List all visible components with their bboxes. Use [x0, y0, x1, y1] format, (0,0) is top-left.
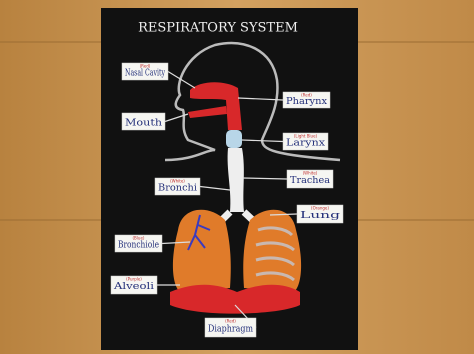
pointer-line [199, 185, 231, 191]
label-card [114, 234, 163, 253]
pointer-line [242, 177, 288, 180]
label-text: Pharynx [286, 97, 327, 107]
label-text: Bronchiole [118, 241, 159, 251]
trachea [227, 148, 244, 212]
color-note: (White) [170, 179, 185, 184]
pointer-line [237, 97, 284, 101]
label-card [282, 91, 331, 109]
color-note: (Red) [225, 319, 236, 324]
bronchioles [187, 214, 211, 251]
head-outline [164, 41, 341, 162]
labels: (Red)Nasal CavityMouth(Red)Pharynx(Light… [110, 62, 344, 338]
label-text: Larynx [286, 139, 325, 149]
ribs [255, 226, 295, 282]
pointer-line [161, 241, 191, 245]
label-text: Trachea [290, 176, 331, 186]
color-note: (Purple) [126, 277, 142, 282]
label-card [121, 62, 169, 81]
label-card [296, 204, 344, 224]
nasal-cavity [190, 82, 242, 130]
label-card [282, 132, 329, 151]
label-card [121, 112, 166, 131]
left-lung [172, 209, 231, 292]
label-card [286, 169, 334, 189]
label-card [154, 177, 201, 196]
color-note: (Light Blue) [294, 134, 318, 139]
color-note: (Blue) [133, 236, 145, 241]
label-card [110, 275, 158, 295]
pointer-line [164, 113, 189, 123]
diaphragm [170, 284, 300, 314]
poster-title: RESPIRATORY SYSTEM [138, 21, 298, 36]
label-text: Mouth [125, 119, 162, 129]
pointer-line [269, 213, 298, 216]
label-text: Alveoli [113, 282, 154, 292]
color-note: (White) [303, 171, 318, 176]
label-text: Diaphragm [208, 325, 253, 335]
pointer-line [241, 139, 284, 143]
color-note: (Orange) [311, 206, 329, 211]
label-text: Nasal Cavity [125, 69, 166, 79]
pointer-line [167, 70, 196, 89]
color-note: (Red) [140, 64, 151, 69]
label-text: Bronchi [158, 184, 197, 194]
color-note: (Red) [301, 93, 312, 98]
label-text: Lung [300, 211, 340, 221]
mouth-tube [188, 106, 227, 118]
larynx [226, 130, 242, 148]
label-card [204, 317, 257, 338]
